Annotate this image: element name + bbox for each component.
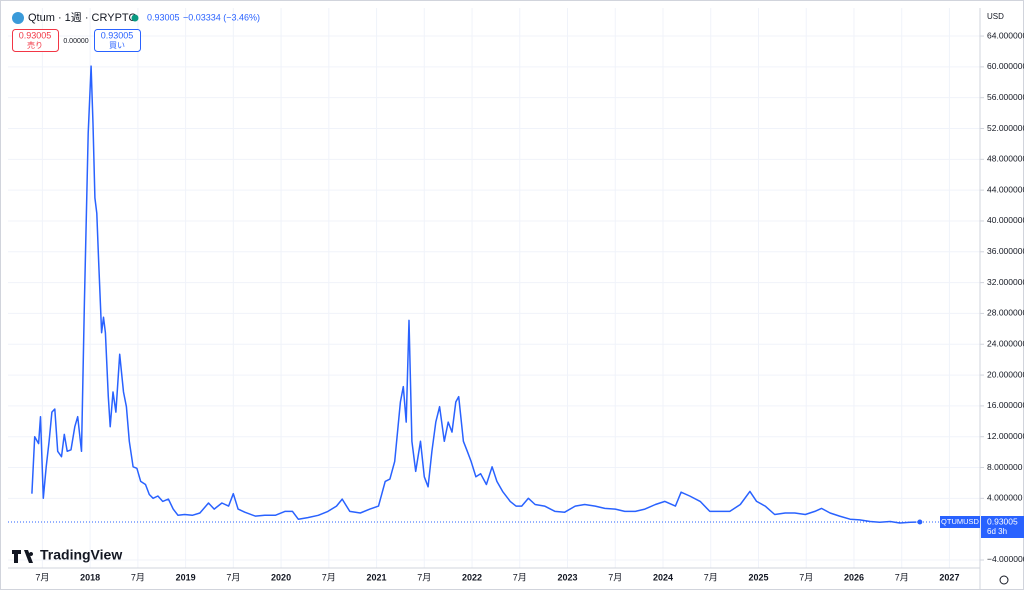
last-point (916, 518, 924, 526)
y-tick-label: 28.000000 (987, 308, 1024, 318)
x-tick-label: 7月 (417, 572, 431, 582)
price-line (31, 65, 920, 524)
x-tick-label: 7月 (608, 572, 622, 582)
x-tick-label: 2024 (653, 572, 673, 582)
grid (8, 8, 980, 568)
symbol-tag (940, 516, 980, 529)
sell-button[interactable] (12, 29, 59, 52)
symbol-tag-label: QTUMUSD (941, 517, 979, 526)
x-tick-label: 2023 (558, 572, 578, 582)
x-tick-label: 7月 (35, 572, 49, 582)
brand-logo (12, 550, 34, 563)
symbol-title[interactable]: Qtum · 1週 · CRYPTO (28, 11, 137, 24)
x-tick-label: 2018 (80, 572, 100, 582)
x-tick-label: 7月 (131, 572, 145, 582)
y-tick-label: −4.000000 (987, 554, 1024, 564)
y-tick-label: 12.000000 (987, 431, 1024, 441)
buy-label: 買い (109, 41, 125, 50)
x-tick-label: 2027 (939, 572, 959, 582)
x-tick-label: 2026 (844, 572, 864, 582)
y-tick-label: 64.000000 (987, 30, 1024, 40)
price: 0.93005 (147, 12, 180, 22)
y-tick-label: 8.000000 (987, 462, 1023, 472)
brand-name: TradingView (40, 547, 122, 563)
y-tick-label: 20.000000 (987, 369, 1024, 379)
symbol-icon (12, 12, 24, 24)
x-tick-label: 7月 (895, 572, 909, 582)
y-tick-label: 32.000000 (987, 277, 1024, 287)
sell-label: 売り (27, 40, 43, 50)
x-tick-label: 2022 (462, 572, 482, 582)
y-tick-label: 24.000000 (987, 338, 1024, 348)
x-tick-label: 2025 (748, 572, 768, 582)
x-tick-label: 2021 (367, 572, 387, 582)
spread: 0.00000 (63, 38, 88, 45)
market-status (131, 14, 139, 22)
x-tick-label: 7月 (513, 572, 527, 582)
x-tick-label: 7月 (799, 572, 813, 582)
buy-button[interactable] (94, 29, 141, 52)
x-tick-label: 7月 (322, 572, 336, 582)
y-tick-label: 44.000000 (987, 184, 1024, 194)
settings-icon[interactable] (999, 575, 1009, 585)
y-tick-label: 16.000000 (987, 400, 1024, 410)
y-tick-label: 52.000000 (987, 123, 1024, 133)
y-tick-label: 4.000000 (987, 493, 1023, 503)
y-tick-label: 48.000000 (987, 154, 1024, 164)
countdown: 6d 3h (987, 527, 1007, 536)
x-tick-label: 2019 (176, 572, 196, 582)
price-tag-label: 0.93005 (987, 516, 1018, 526)
price-tag (981, 516, 1024, 539)
currency[interactable]: USD (987, 12, 1004, 21)
x-tick-label: 7月 (704, 572, 718, 582)
y-tick-label: 36.000000 (987, 246, 1024, 256)
y-tick-label: 60.000000 (987, 61, 1024, 71)
plot (8, 65, 980, 526)
y-tick-label: 40.000000 (987, 215, 1024, 225)
x-tick-label: 2020 (271, 572, 291, 582)
sell-price: 0.93005 (19, 30, 52, 40)
y-tick-label: 56.000000 (987, 92, 1024, 102)
buy-price: 0.93005 (101, 30, 134, 40)
x-tick-label: 7月 (226, 572, 240, 582)
change: −0.03334 (−3.46%) (183, 12, 260, 22)
